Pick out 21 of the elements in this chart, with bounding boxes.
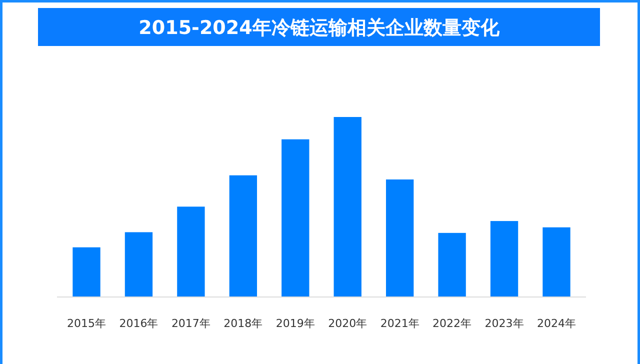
- x-tick-label: 2023年: [484, 317, 524, 330]
- bar: [282, 139, 310, 297]
- x-tick-label: 2017年: [171, 317, 210, 330]
- x-tick-label: 2022年: [432, 317, 472, 330]
- bar: [490, 221, 518, 297]
- x-tick-label: 2015年: [67, 317, 106, 330]
- bar: [542, 227, 570, 297]
- bar: [229, 175, 258, 297]
- bar: [386, 179, 414, 297]
- chart-title: 2015-2024年冷链运输相关企业数量变化: [138, 17, 500, 39]
- x-tick-label: 2016年: [119, 317, 158, 330]
- x-tick-label: 2020年: [328, 317, 368, 330]
- bar: [334, 117, 362, 297]
- bar: [438, 232, 466, 297]
- bar: [177, 206, 205, 297]
- bar: [72, 247, 100, 297]
- x-tick-label: 2019年: [276, 317, 315, 330]
- x-tick-label: 2024年: [536, 317, 576, 330]
- x-tick-label: 2021年: [380, 317, 420, 330]
- bar: [124, 232, 153, 297]
- x-tick-label: 2018年: [224, 317, 263, 330]
